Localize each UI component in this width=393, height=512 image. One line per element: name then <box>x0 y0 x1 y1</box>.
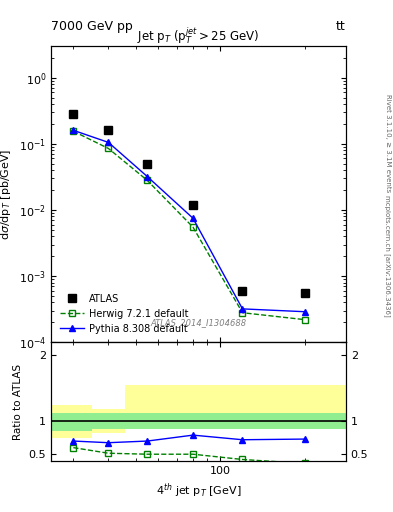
Title: Jet p$_T$ (p$_T^{jet}$$>$25 GeV): Jet p$_T$ (p$_T^{jet}$$>$25 GeV) <box>137 25 260 46</box>
Text: ATLAS_2014_I1304688: ATLAS_2014_I1304688 <box>151 318 246 328</box>
Line: ATLAS: ATLAS <box>69 110 309 297</box>
ATLAS <box>191 202 195 208</box>
Herwig 7.2.1 default <box>106 145 111 152</box>
ATLAS <box>240 288 245 294</box>
Pythia 8.308 default <box>145 174 150 180</box>
Herwig 7.2.1 default <box>145 177 150 183</box>
Text: mcplots.cern.ch [arXiv:1306.3436]: mcplots.cern.ch [arXiv:1306.3436] <box>384 195 391 317</box>
Text: tt: tt <box>336 20 346 33</box>
Legend: ATLAS, Herwig 7.2.1 default, Pythia 8.308 default: ATLAS, Herwig 7.2.1 default, Pythia 8.30… <box>56 290 193 337</box>
ATLAS <box>303 290 307 296</box>
Herwig 7.2.1 default <box>71 128 76 134</box>
Herwig 7.2.1 default <box>303 316 307 323</box>
Pythia 8.308 default <box>303 309 307 315</box>
Pythia 8.308 default <box>240 306 245 312</box>
Herwig 7.2.1 default <box>191 224 195 230</box>
Pythia 8.308 default <box>106 139 111 145</box>
ATLAS <box>145 161 150 167</box>
Line: Pythia 8.308 default: Pythia 8.308 default <box>70 127 308 315</box>
ATLAS <box>71 111 76 117</box>
Pythia 8.308 default <box>71 127 76 134</box>
Y-axis label: d$\sigma$/dp$_T$ [pb/GeV]: d$\sigma$/dp$_T$ [pb/GeV] <box>0 148 13 240</box>
Herwig 7.2.1 default <box>240 310 245 316</box>
X-axis label: 4$^{th}$ jet p$_T$ [GeV]: 4$^{th}$ jet p$_T$ [GeV] <box>156 481 241 500</box>
Y-axis label: Ratio to ATLAS: Ratio to ATLAS <box>13 364 23 440</box>
Pythia 8.308 default <box>191 215 195 221</box>
Line: Herwig 7.2.1 default: Herwig 7.2.1 default <box>70 128 308 323</box>
Text: Rivet 3.1.10, ≥ 3.1M events: Rivet 3.1.10, ≥ 3.1M events <box>385 94 391 193</box>
ATLAS <box>106 127 111 134</box>
Text: 7000 GeV pp: 7000 GeV pp <box>51 20 133 33</box>
